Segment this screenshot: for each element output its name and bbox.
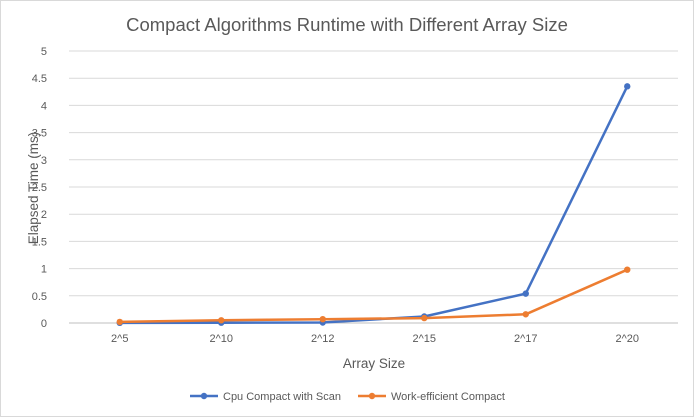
legend-label: Cpu Compact with Scan (223, 391, 341, 403)
y-tick-label: 2 (41, 209, 47, 221)
y-tick-label: 4.5 (32, 73, 47, 85)
x-tick-label: 2^17 (514, 333, 538, 345)
legend-label: Work-efficient Compact (391, 391, 505, 403)
y-tick-label: 2.5 (32, 182, 47, 194)
legend-swatch-marker (368, 392, 376, 400)
x-tick-label: 2^10 (209, 333, 233, 345)
data-point (116, 318, 123, 326)
y-tick-label: 0.5 (32, 291, 47, 303)
legend-item: Work-efficient Compact (358, 391, 505, 403)
legend-swatch-marker (200, 392, 208, 400)
x-tick-label: 2^20 (615, 333, 639, 345)
legend-item: Cpu Compact with Scan (190, 391, 341, 403)
y-axis-ticks: 0 0.5 1 1.5 2 2.5 3 3.5 4 4.5 5 (32, 46, 47, 330)
data-point (421, 314, 428, 322)
x-tick-label: 2^15 (412, 333, 436, 345)
y-tick-label: 1 (41, 264, 47, 276)
x-tick-label: 2^5 (111, 333, 128, 345)
series-lines (116, 83, 631, 327)
series-line (118, 268, 629, 324)
x-axis-ticks: 2^5 2^10 2^12 2^15 2^17 2^20 (111, 333, 639, 345)
y-tick-label: 5 (41, 46, 47, 58)
y-tick-label: 0 (41, 318, 47, 330)
y-tick-label: 3.5 (32, 128, 47, 140)
y-tick-label: 4 (41, 100, 47, 112)
x-tick-label: 2^12 (311, 333, 335, 345)
series-1 (116, 83, 631, 327)
gridlines (69, 50, 678, 324)
data-point (624, 266, 631, 273)
data-point (522, 311, 529, 318)
y-tick-label: 1.5 (32, 236, 47, 248)
x-axis-title: Array Size (343, 356, 405, 371)
data-point (522, 290, 529, 297)
legend: Cpu Compact with Scan Work-efficient Comp… (190, 391, 505, 403)
series-2 (116, 266, 631, 326)
data-point (319, 315, 326, 323)
chart-title: Compact Algorithms Runtime with Differen… (126, 14, 568, 35)
data-point (624, 83, 631, 90)
y-tick-label: 3 (41, 155, 47, 167)
series-line (118, 85, 629, 325)
y-axis-title: Elapsed Time (ms) (26, 132, 41, 245)
data-point (218, 317, 225, 324)
